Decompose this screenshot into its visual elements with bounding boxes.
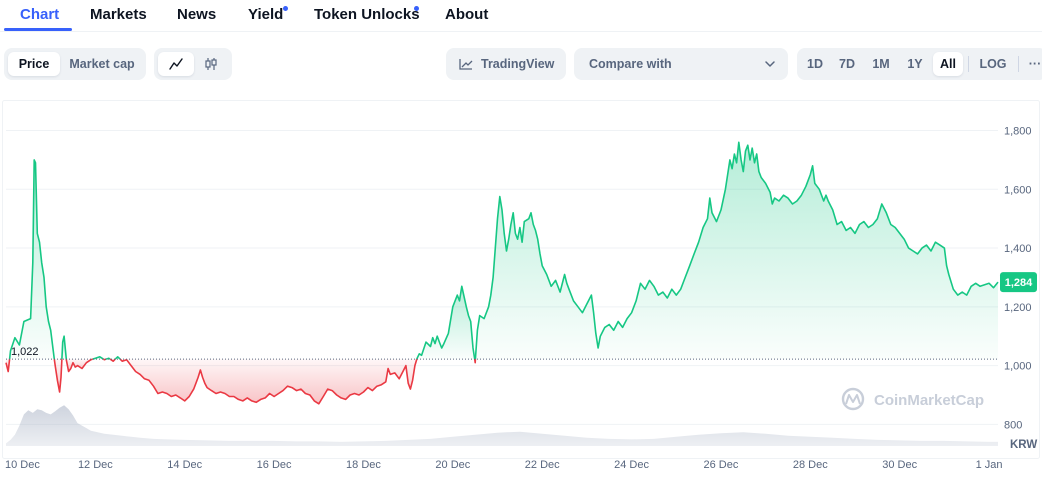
x-tick-label: 22 Dec bbox=[525, 459, 560, 471]
range-1y-button[interactable]: 1Y bbox=[907, 57, 923, 71]
range-all-button[interactable]: All bbox=[933, 52, 963, 76]
tradingview-label: TradingView bbox=[481, 57, 555, 71]
x-tick-label: 18 Dec bbox=[346, 459, 381, 471]
tab-token-unlocks[interactable]: Token Unlocks bbox=[314, 6, 420, 23]
price-chart[interactable]: CoinMarketCap 1,022 800 1,000 1,200 1,400 1,… bbox=[0, 90, 1042, 489]
x-tick-label: 14 Dec bbox=[167, 459, 202, 471]
y-axis: 800 1,000 1,200 1,400 1,600 1,800 KRW bbox=[1004, 126, 1037, 451]
baseline-label: 1,022 bbox=[11, 346, 39, 358]
tab-bar: Chart Markets News Yield Token Unlocks A… bbox=[0, 0, 1042, 32]
watermark-text: CoinMarketCap bbox=[874, 392, 984, 409]
metric-toggle: Price Market cap bbox=[4, 48, 146, 80]
x-tick-label: 10 Dec bbox=[5, 459, 40, 471]
area-above-baseline bbox=[416, 286, 475, 360]
compare-with-dropdown[interactable]: Compare with bbox=[574, 48, 788, 80]
x-tick-label: 20 Dec bbox=[435, 459, 470, 471]
x-tick-label: 28 Dec bbox=[793, 459, 828, 471]
area-above-baseline bbox=[9, 159, 55, 360]
chart-type-toggle bbox=[154, 48, 232, 80]
coinmarketcap-logo-icon bbox=[841, 387, 865, 411]
x-tick-label: 16 Dec bbox=[257, 459, 292, 471]
y-tick-label: 1,400 bbox=[1004, 243, 1032, 255]
price-line-up bbox=[92, 356, 104, 360]
tab-markets[interactable]: Markets bbox=[90, 6, 147, 23]
price-line-down bbox=[5, 359, 11, 373]
line-chart-icon bbox=[169, 58, 183, 70]
tab-about[interactable]: About bbox=[445, 6, 489, 23]
price-line-down bbox=[473, 358, 477, 364]
price-line-up bbox=[105, 357, 111, 360]
current-price-label: 1,284 bbox=[1005, 277, 1033, 289]
token-unlocks-new-dot bbox=[414, 6, 419, 11]
market-cap-button[interactable]: Market cap bbox=[69, 57, 135, 71]
chart-border bbox=[2, 100, 1040, 459]
line-chart-button[interactable] bbox=[158, 52, 194, 76]
price-line-down bbox=[65, 358, 93, 373]
more-options-button[interactable]: ··· bbox=[1028, 57, 1042, 71]
range-1m-button[interactable]: 1M bbox=[872, 57, 890, 71]
tab-news[interactable]: News bbox=[177, 6, 217, 23]
price-line-down bbox=[109, 358, 116, 362]
chart-frame bbox=[2, 100, 1040, 459]
range-7d-button[interactable]: 7D bbox=[839, 57, 855, 71]
x-tick-label: 12 Dec bbox=[78, 459, 113, 471]
log-button[interactable]: LOG bbox=[979, 57, 1007, 71]
price-button[interactable]: Price bbox=[8, 52, 60, 76]
coinmarketcap-logo-mark bbox=[845, 394, 861, 405]
tab-chart[interactable]: Chart bbox=[20, 6, 60, 23]
x-axis: 10 Dec 12 Dec 14 Dec 16 Dec 18 Dec 20 Dec 22 D… bbox=[5, 459, 1003, 471]
area-below-baseline bbox=[120, 359, 417, 404]
coinmarketcap-watermark: CoinMarketCap bbox=[841, 387, 984, 411]
x-tick-label: 24 Dec bbox=[614, 459, 649, 471]
current-price-marker: 1,284 bbox=[1000, 272, 1037, 293]
price-line-down bbox=[53, 358, 63, 393]
price-line-up bbox=[61, 335, 68, 360]
log-divider bbox=[1018, 56, 1019, 72]
y-tick-label: 1,200 bbox=[1004, 302, 1032, 314]
x-tick-label: 26 Dec bbox=[704, 459, 739, 471]
volume-area bbox=[6, 405, 998, 446]
currency-label: KRW bbox=[1010, 439, 1037, 451]
range-1d-button[interactable]: 1D bbox=[807, 57, 823, 71]
volume-fill bbox=[6, 405, 998, 446]
candlestick-icon bbox=[205, 58, 217, 70]
price-series-lines bbox=[5, 141, 999, 405]
price-line-up bbox=[416, 285, 476, 360]
tab-yield[interactable]: Yield bbox=[248, 6, 284, 23]
tradingview-button[interactable]: TradingView bbox=[446, 48, 566, 80]
tradingview-icon bbox=[459, 59, 473, 70]
price-area-fills bbox=[6, 142, 998, 404]
price-line-down bbox=[119, 358, 418, 405]
x-tick-label: 30 Dec bbox=[882, 459, 917, 471]
active-tab-indicator bbox=[4, 28, 72, 31]
range-selector: 1D 7D 1M 1Y All LOG ··· bbox=[797, 48, 1042, 80]
area-above-baseline bbox=[475, 142, 998, 360]
y-tick-label: 800 bbox=[1004, 419, 1022, 431]
price-line-up bbox=[114, 356, 121, 360]
baseline-marker: 1,022 bbox=[6, 346, 998, 360]
yield-new-dot bbox=[283, 6, 288, 11]
range-divider bbox=[968, 56, 969, 72]
price-line-up bbox=[474, 141, 999, 360]
compare-with-label: Compare with bbox=[589, 57, 672, 71]
price-line-up bbox=[8, 159, 56, 360]
x-tick-label: 1 Jan bbox=[976, 459, 1003, 471]
y-tick-label: 1,000 bbox=[1004, 361, 1032, 373]
current-price-badge bbox=[1000, 272, 1037, 293]
chevron-down-icon bbox=[765, 61, 775, 67]
candlestick-button[interactable] bbox=[194, 52, 228, 76]
y-tick-label: 1,600 bbox=[1004, 184, 1032, 196]
y-tick-label: 1,800 bbox=[1004, 126, 1032, 138]
